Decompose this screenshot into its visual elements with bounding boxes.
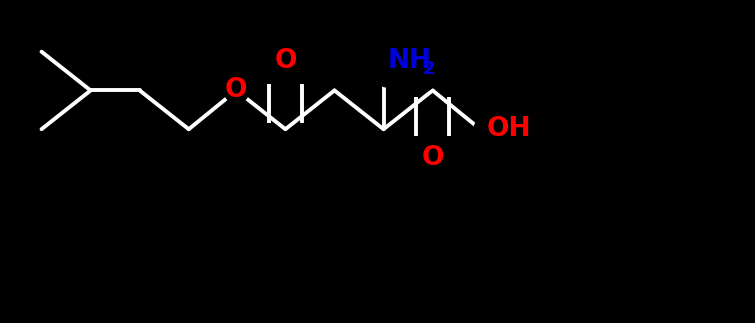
- Text: OH: OH: [486, 116, 531, 142]
- Text: O: O: [225, 78, 248, 103]
- Text: NH: NH: [387, 48, 431, 74]
- Text: O: O: [421, 145, 444, 171]
- Text: O: O: [274, 48, 297, 74]
- Text: 2: 2: [423, 59, 436, 78]
